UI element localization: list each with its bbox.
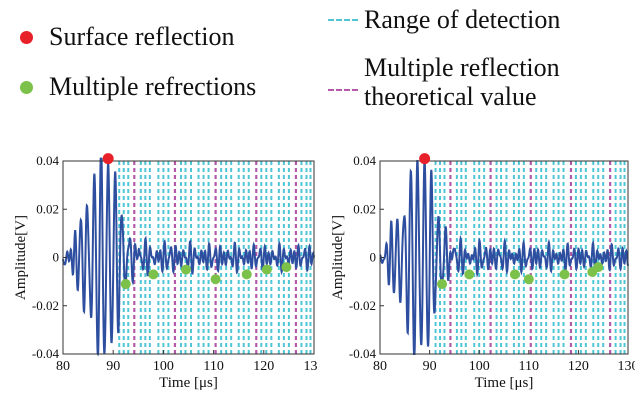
y-tick-label-0: -0.04	[349, 346, 377, 361]
multiple-point-1	[148, 269, 159, 280]
y-tick-label-3: 0.02	[353, 201, 376, 216]
legend-surface-reflection: Surface reflection	[20, 24, 235, 50]
multiple-point-1	[464, 269, 475, 280]
y-tick-label-4: 0.04	[36, 153, 59, 168]
multiple-point-6	[593, 262, 604, 273]
legend-multiple-label: Multiple refrections	[49, 72, 257, 101]
cyan-dash-icon	[328, 19, 358, 21]
legend-theory-label-line1: Multiple reflection	[364, 53, 560, 82]
y-tick-label-1: -0.02	[349, 298, 376, 313]
surface-point	[419, 153, 431, 165]
y-tick-label-2: 0	[53, 250, 60, 265]
legend-theory-label-line2: theoretical value	[364, 82, 537, 112]
x-tick-label-5: 130	[304, 359, 319, 374]
x-tick-label-2: 100	[469, 359, 490, 374]
y-axis-label: Amplitude[V]	[330, 215, 346, 300]
x-tick-label-1: 90	[423, 359, 437, 374]
x-tick-label-3: 110	[519, 359, 539, 374]
chart-right: 80 90 100 110 120 130 -0.04 -0.02 0 0.02 0.04 Time …	[330, 153, 635, 391]
multiple-point-3	[210, 274, 221, 285]
purple-dash-icon	[328, 89, 358, 91]
x-axis-label: Time [μs]	[159, 375, 218, 391]
x-tick-label-2: 100	[153, 359, 174, 374]
legend: Surface reflection Multiple refrections …	[0, 0, 635, 140]
x-tick-label-1: 90	[106, 359, 120, 374]
x-tick-label-4: 120	[253, 359, 274, 374]
y-axis-label: Amplitude[V]	[13, 215, 29, 300]
multiple-point-0	[437, 279, 447, 290]
multiple-point-4	[241, 269, 252, 280]
y-tick-label-3: 0.02	[36, 201, 59, 216]
signal-line	[379, 159, 629, 355]
legend-range-of-detection: Range of detection	[328, 7, 560, 33]
green-dot-icon	[20, 80, 33, 94]
chart-left: 80 90 100 110 120 130 -0.04 -0.02 0 0.02 0.04 Time …	[13, 153, 319, 391]
legend-range-label: Range of detection	[364, 5, 561, 34]
legend-surface-label: Surface reflection	[49, 22, 235, 51]
multiple-point-4	[559, 269, 570, 280]
x-tick-label-0: 80	[373, 359, 387, 374]
multiple-point-3	[523, 274, 534, 285]
y-tick-label-4: 0.04	[353, 153, 376, 168]
x-tick-label-4: 120	[568, 359, 589, 374]
x-axis-label: Time [μs]	[475, 375, 534, 391]
x-tick-label-0: 80	[56, 359, 70, 374]
y-tick-label-0: -0.04	[32, 346, 60, 361]
y-tick-label-1: -0.02	[32, 298, 59, 313]
multiple-point-6	[281, 262, 292, 273]
y-tick-label-2: 0	[370, 250, 377, 265]
multiple-point-2	[509, 269, 520, 280]
multiple-point-5	[261, 264, 272, 275]
signal-line	[62, 157, 315, 357]
multiple-point-2	[180, 264, 191, 275]
multiple-point-0	[120, 279, 131, 290]
legend-multiple-refrections: Multiple refrections	[20, 74, 256, 100]
x-tick-label-5: 130	[618, 359, 635, 374]
red-dot-icon	[20, 30, 33, 44]
surface-point	[102, 153, 114, 165]
x-tick-label-3: 110	[203, 359, 223, 374]
